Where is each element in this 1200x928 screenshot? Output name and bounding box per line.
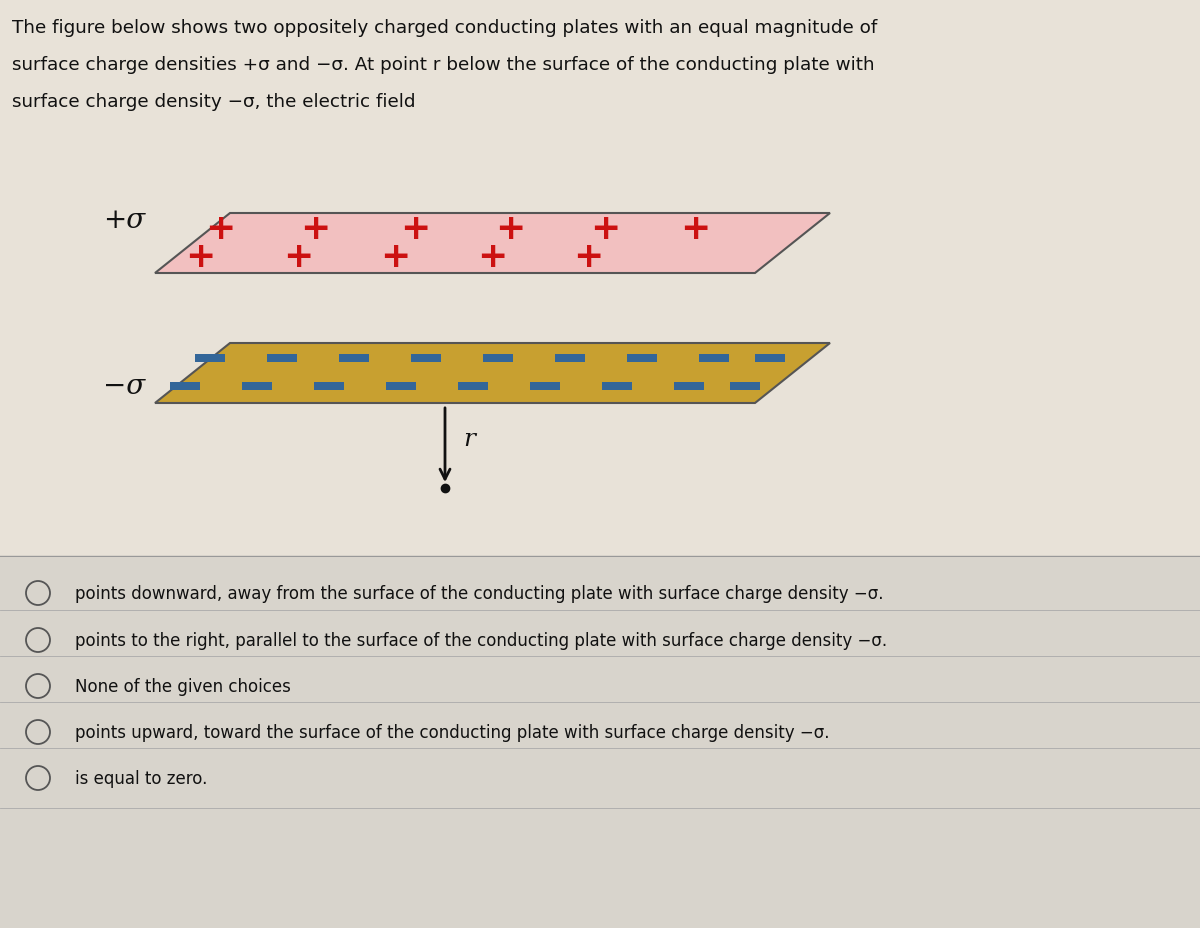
Text: +: + bbox=[680, 212, 710, 246]
Text: +: + bbox=[185, 239, 215, 274]
Text: −σ: −σ bbox=[103, 373, 145, 400]
FancyBboxPatch shape bbox=[266, 354, 298, 363]
FancyBboxPatch shape bbox=[628, 354, 658, 363]
Text: surface charge densities +σ and −σ. At point r below the surface of the conducti: surface charge densities +σ and −σ. At p… bbox=[12, 56, 875, 74]
Text: +: + bbox=[380, 239, 410, 274]
Text: r: r bbox=[463, 428, 475, 451]
Text: points to the right, parallel to the surface of the conducting plate with surfac: points to the right, parallel to the sur… bbox=[74, 631, 887, 650]
Text: points upward, toward the surface of the conducting plate with surface charge de: points upward, toward the surface of the… bbox=[74, 723, 829, 741]
FancyBboxPatch shape bbox=[602, 382, 632, 391]
Text: +: + bbox=[494, 212, 526, 246]
FancyBboxPatch shape bbox=[755, 354, 785, 363]
FancyBboxPatch shape bbox=[698, 354, 728, 363]
Text: +: + bbox=[283, 239, 313, 274]
FancyBboxPatch shape bbox=[554, 354, 586, 363]
Text: +σ: +σ bbox=[103, 207, 145, 234]
FancyBboxPatch shape bbox=[530, 382, 560, 391]
Text: is equal to zero.: is equal to zero. bbox=[74, 769, 208, 787]
Text: points downward, away from the surface of the conducting plate with surface char: points downward, away from the surface o… bbox=[74, 585, 883, 602]
Polygon shape bbox=[155, 213, 830, 274]
FancyBboxPatch shape bbox=[482, 354, 514, 363]
Text: +: + bbox=[590, 212, 620, 246]
FancyBboxPatch shape bbox=[674, 382, 704, 391]
Text: surface charge density −σ, the electric field: surface charge density −σ, the electric … bbox=[12, 93, 415, 110]
Text: +: + bbox=[205, 212, 235, 246]
FancyBboxPatch shape bbox=[386, 382, 416, 391]
FancyBboxPatch shape bbox=[242, 382, 272, 391]
FancyBboxPatch shape bbox=[458, 382, 488, 391]
FancyBboxPatch shape bbox=[170, 382, 200, 391]
Text: +: + bbox=[400, 212, 430, 246]
FancyBboxPatch shape bbox=[730, 382, 760, 391]
FancyBboxPatch shape bbox=[340, 354, 370, 363]
Polygon shape bbox=[155, 343, 830, 404]
Text: +: + bbox=[572, 239, 604, 274]
FancyBboxPatch shape bbox=[0, 0, 1200, 559]
Text: +: + bbox=[300, 212, 330, 246]
FancyBboxPatch shape bbox=[314, 382, 344, 391]
FancyBboxPatch shape bbox=[196, 354, 226, 363]
Text: None of the given choices: None of the given choices bbox=[74, 677, 290, 695]
FancyBboxPatch shape bbox=[410, 354, 442, 363]
Text: +: + bbox=[476, 239, 508, 274]
Text: The figure below shows two oppositely charged conducting plates with an equal ma: The figure below shows two oppositely ch… bbox=[12, 19, 877, 37]
FancyBboxPatch shape bbox=[0, 559, 1200, 928]
